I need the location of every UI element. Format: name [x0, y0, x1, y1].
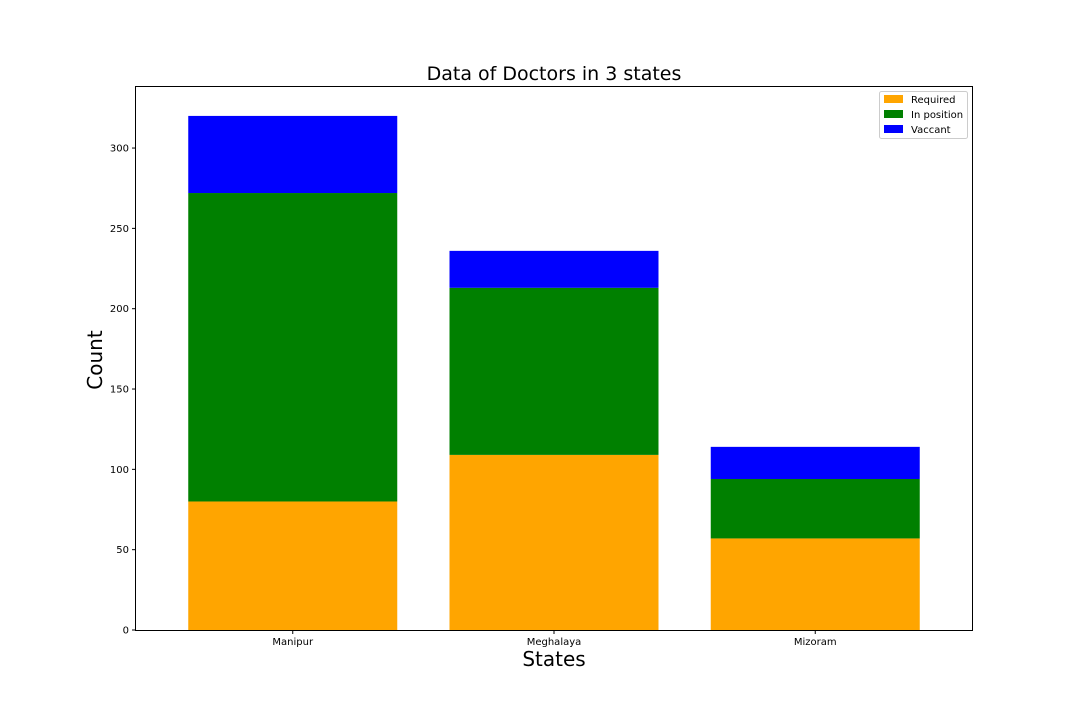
x-tick-label-manipur: Manipur — [272, 637, 314, 648]
x-axis-ticks: Manipur Meghalaya Mizoram — [272, 630, 837, 648]
legend-label-vaccant: Vaccant — [911, 125, 951, 136]
y-tick-label: 250 — [110, 224, 129, 235]
bar-manipur-required — [188, 501, 398, 630]
legend-swatch-required — [884, 95, 903, 103]
bar-mizoram-in-position — [710, 478, 920, 539]
bar-manipur-in-position — [188, 193, 398, 502]
y-axis-label: Count — [83, 330, 107, 390]
legend-label-required: Required — [911, 95, 956, 106]
bar-meghalaya-vaccant — [449, 250, 659, 288]
bar-meghalaya-in-position — [449, 287, 659, 455]
bar-mizoram-required — [710, 538, 920, 630]
legend-swatch-vaccant — [884, 125, 903, 133]
bars-layer — [188, 115, 920, 630]
x-axis-label: States — [522, 647, 585, 671]
legend-swatch-in-position — [884, 110, 903, 118]
y-tick-label: 50 — [116, 545, 129, 556]
legend-items: Required In position Vaccant — [884, 95, 963, 136]
y-tick-label: 150 — [110, 385, 129, 396]
bar-mizoram-vaccant — [710, 446, 920, 479]
x-tick-label-mizoram: Mizoram — [794, 637, 837, 648]
x-tick-label-meghalaya: Meghalaya — [527, 637, 582, 648]
bar-meghalaya-required — [449, 454, 659, 630]
bar-manipur-vaccant — [188, 115, 398, 194]
y-tick-label: 100 — [110, 465, 129, 476]
legend: Required In position Vaccant — [879, 91, 968, 139]
y-tick-label: 0 — [123, 626, 129, 637]
y-tick-label: 200 — [110, 304, 129, 315]
legend-label-in-position: In position — [911, 110, 963, 121]
y-tick-label: 300 — [110, 144, 129, 155]
y-axis-ticks: 0 50 100 150 200 250 300 — [110, 144, 136, 637]
chart-title: Data of Doctors in 3 states — [427, 63, 682, 85]
